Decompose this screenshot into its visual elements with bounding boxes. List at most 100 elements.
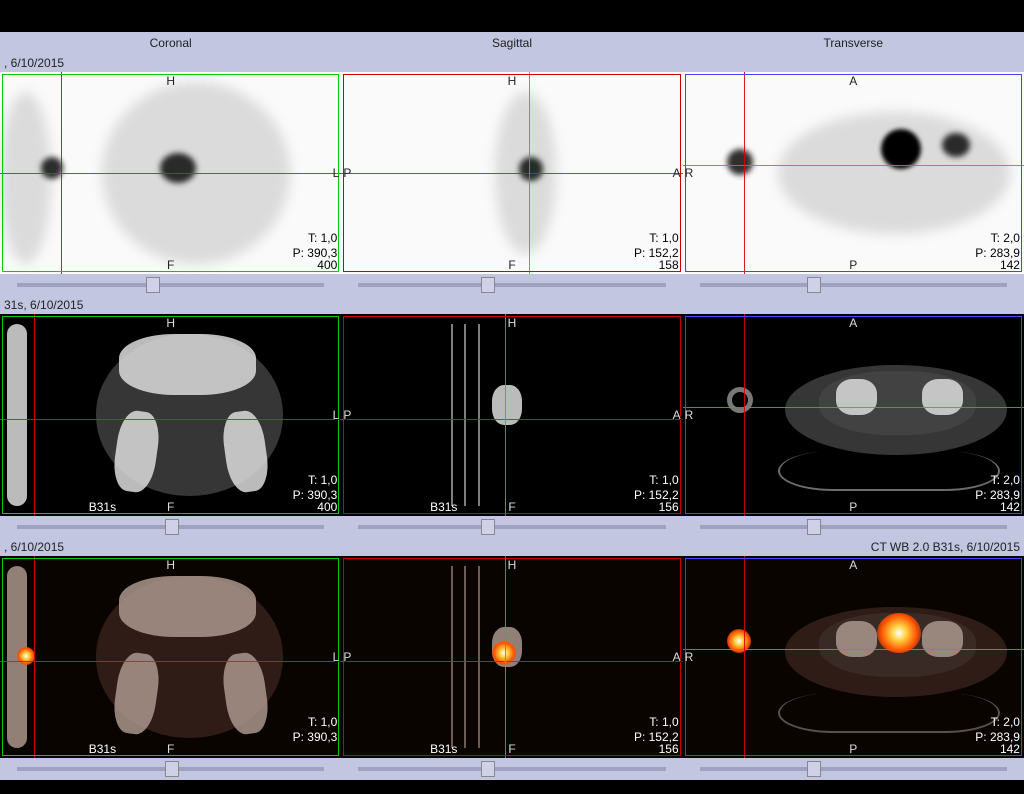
- info-bar-row3: , 6/10/2015 CT WB 2.0 B31s, 6/10/2015: [0, 538, 1024, 556]
- pane-pet-sagittal[interactable]: H F P A T: 1,0 P: 152,2 158: [341, 72, 682, 274]
- ori-top: H: [508, 74, 517, 88]
- ori-right: A: [673, 650, 681, 664]
- medical-viewer-app: Coronal Sagittal Transverse , 6/10/2015 …: [0, 0, 1024, 794]
- readout: T: 1,0 P: 390,3: [293, 715, 338, 744]
- slider-handle[interactable]: [807, 519, 821, 535]
- pane-ct-transverse[interactable]: A P R T: 2,0 P: 283,9 142: [683, 314, 1024, 516]
- viewer-row-fusion: H F L T: 1,0 P: 390,3 B31s H F P A: [0, 556, 1024, 758]
- slice-number: 156: [659, 742, 679, 756]
- ori-top: H: [508, 316, 517, 330]
- pane-ct-sagittal[interactable]: H F P A T: 1,0 P: 152,2 156 B31s: [341, 314, 682, 516]
- slider-handle[interactable]: [481, 519, 495, 535]
- slider-handle[interactable]: [481, 277, 495, 293]
- ori-bot: F: [167, 258, 174, 272]
- ori-right: A: [673, 166, 681, 180]
- ori-bot: P: [849, 500, 857, 514]
- ori-left: P: [343, 650, 351, 664]
- slice-number: 142: [1000, 500, 1020, 514]
- ori-left: R: [685, 166, 694, 180]
- ori-bot: F: [167, 742, 174, 756]
- ori-bot: P: [849, 742, 857, 756]
- col-header-coronal: Coronal: [0, 36, 341, 50]
- readout-t: T: 1,0: [293, 473, 338, 487]
- readout-t: T: 1,0: [293, 231, 338, 245]
- ori-left: R: [685, 650, 694, 664]
- ori-top: A: [849, 316, 857, 330]
- slice-number: 142: [1000, 742, 1020, 756]
- top-black-strip: [0, 0, 1024, 32]
- viewer-row-ct: H F L T: 1,0 P: 390,3 400 B31s H F P A: [0, 314, 1024, 516]
- col-header-sagittal: Sagittal: [341, 36, 682, 50]
- slider-handle[interactable]: [165, 519, 179, 535]
- series-label: B31s: [430, 500, 457, 514]
- ori-right: L: [333, 166, 340, 180]
- pane-pet-transverse[interactable]: A P R T: 2,0 P: 283,9 142: [683, 72, 1024, 274]
- bottom-black-strip: [0, 780, 1024, 794]
- ori-left: P: [343, 408, 351, 422]
- readout-t: T: 1,0: [634, 473, 679, 487]
- pane-fusion-coronal[interactable]: H F L T: 1,0 P: 390,3 B31s: [0, 556, 341, 758]
- pane-pet-coronal[interactable]: H F L T: 1,0 P: 390,3 400: [0, 72, 341, 274]
- ori-top: H: [166, 558, 175, 572]
- slice-number: 142: [1000, 258, 1020, 272]
- readout-t: T: 1,0: [634, 715, 679, 729]
- readout-t: T: 2,0: [975, 715, 1020, 729]
- slider-track[interactable]: [17, 525, 324, 529]
- info-right-row3: CT WB 2.0 B31s, 6/10/2015: [871, 540, 1020, 554]
- info-left-row1: , 6/10/2015: [4, 56, 64, 70]
- readout: T: 1,0 P: 152,2: [634, 231, 679, 260]
- ori-right: L: [333, 650, 340, 664]
- slice-number: 158: [659, 258, 679, 272]
- slider-handle[interactable]: [481, 761, 495, 777]
- pane-fusion-transverse[interactable]: A P R T: 2,0 P: 283,9 142: [683, 556, 1024, 758]
- pane-fusion-sagittal[interactable]: H F P A T: 1,0 P: 152,2 156 B31s: [341, 556, 682, 758]
- ori-top: H: [166, 316, 175, 330]
- readout: T: 1,0 P: 390,3: [293, 231, 338, 260]
- readout: T: 2,0 P: 283,9: [975, 715, 1020, 744]
- slider-track[interactable]: [17, 767, 324, 771]
- ori-top: H: [166, 74, 175, 88]
- readout-t: T: 1,0: [293, 715, 338, 729]
- info-left-row2: 31s, 6/10/2015: [4, 298, 83, 312]
- slice-number: 400: [317, 500, 337, 514]
- info-bar-row2: 31s, 6/10/2015: [0, 296, 1024, 314]
- ori-bot: F: [508, 258, 515, 272]
- series-label: B31s: [430, 742, 457, 756]
- readout: T: 2,0 P: 283,9: [975, 473, 1020, 502]
- ori-top: A: [849, 558, 857, 572]
- slider-track[interactable]: [700, 767, 1007, 771]
- ori-right: A: [673, 408, 681, 422]
- slider-handle[interactable]: [165, 761, 179, 777]
- slider-track[interactable]: [358, 525, 665, 529]
- series-label: B31s: [89, 500, 116, 514]
- col-header-transverse: Transverse: [683, 36, 1024, 50]
- slider-track[interactable]: [17, 283, 324, 287]
- readout-p: P: 390,3: [293, 730, 338, 744]
- info-bar-row1: , 6/10/2015: [0, 54, 1024, 72]
- slider-bar-row3: [0, 758, 1024, 780]
- slider-handle[interactable]: [807, 277, 821, 293]
- info-left-row3: , 6/10/2015: [4, 540, 64, 554]
- slider-track[interactable]: [700, 525, 1007, 529]
- readout: T: 1,0 P: 152,2: [634, 473, 679, 502]
- column-header-bar: Coronal Sagittal Transverse: [0, 32, 1024, 54]
- slice-number: 156: [659, 500, 679, 514]
- slice-number: 400: [317, 258, 337, 272]
- ori-bot: F: [508, 742, 515, 756]
- pane-ct-coronal[interactable]: H F L T: 1,0 P: 390,3 400 B31s: [0, 314, 341, 516]
- readout-t: T: 2,0: [975, 473, 1020, 487]
- ori-left: R: [685, 408, 694, 422]
- slider-bar-row1: [0, 274, 1024, 296]
- ori-bot: F: [167, 500, 174, 514]
- ori-bot: P: [849, 258, 857, 272]
- ori-top: A: [849, 74, 857, 88]
- viewer-row-pet: H F L T: 1,0 P: 390,3 400 H F P A T: 1,0: [0, 72, 1024, 274]
- slider-handle[interactable]: [146, 277, 160, 293]
- slider-track[interactable]: [358, 767, 665, 771]
- readout-t: T: 2,0: [975, 231, 1020, 245]
- slider-handle[interactable]: [807, 761, 821, 777]
- readout: T: 2,0 P: 283,9: [975, 231, 1020, 260]
- readout: T: 1,0 P: 390,3: [293, 473, 338, 502]
- slider-track[interactable]: [700, 283, 1007, 287]
- slider-track[interactable]: [358, 283, 665, 287]
